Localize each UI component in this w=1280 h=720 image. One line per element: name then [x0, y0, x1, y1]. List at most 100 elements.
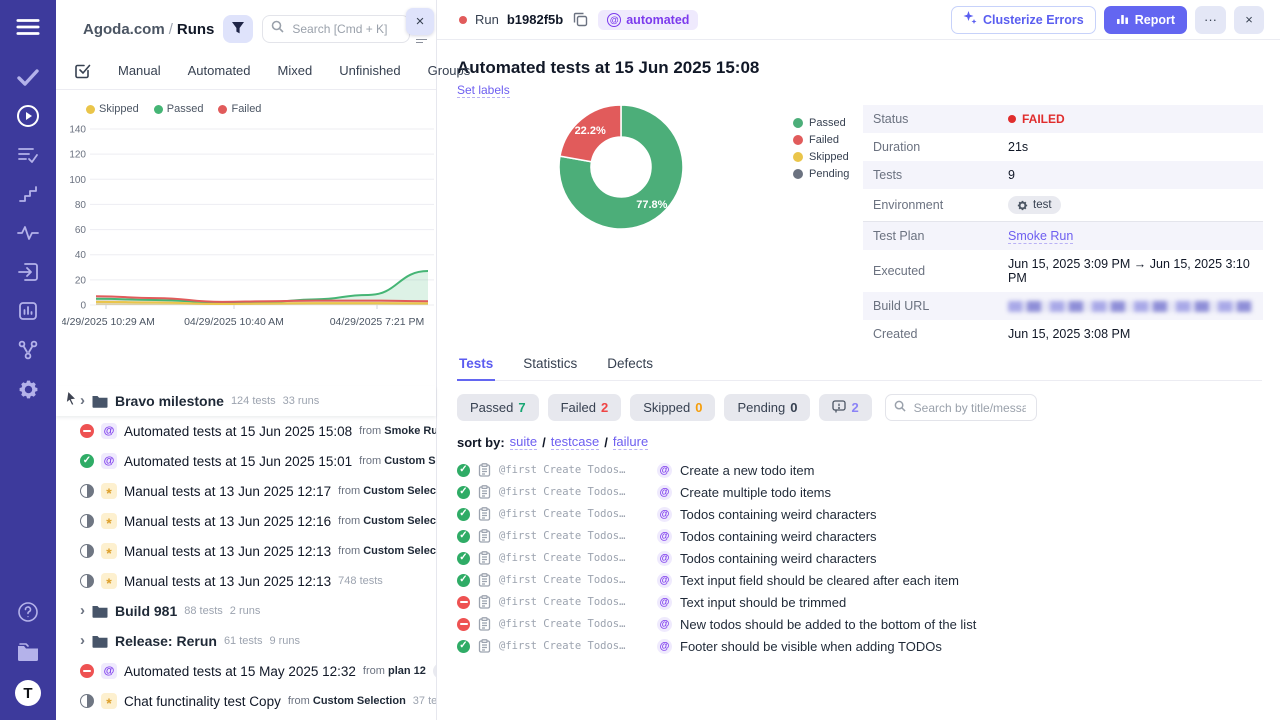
report-button[interactable]: Report: [1103, 5, 1187, 34]
run-list-item[interactable]: › Build 981 from 88 tests 2 runs: [56, 596, 436, 626]
tab-mixed[interactable]: Mixed: [277, 63, 313, 78]
sort-by-suite[interactable]: suite: [509, 434, 538, 450]
tab-statistics[interactable]: Statistics: [523, 356, 578, 371]
search-icon: [271, 20, 284, 38]
run-list-item[interactable]: › Automated tests at 15 Jun 2025 15:01 f…: [56, 446, 436, 476]
sort-by-failure[interactable]: failure: [612, 434, 649, 450]
testomat-logo[interactable]: T: [15, 680, 41, 706]
filter-skipped[interactable]: Skipped 0: [630, 394, 716, 421]
run-list-item[interactable]: › Release: Rerun from 61 tests 9 runs: [56, 626, 436, 656]
chevron-right-icon[interactable]: ›: [80, 601, 85, 619]
run-list-item[interactable]: › Bravo milestone from 124 tests 33 runs: [56, 386, 436, 416]
tab-manual[interactable]: Manual: [118, 63, 161, 78]
run-list-item[interactable]: › Manual tests at 13 Jun 2025 12:16 from…: [56, 506, 436, 536]
legend-label: Failed: [231, 103, 262, 115]
test-list-item[interactable]: @first Create Todos… @ Create a new todo…: [457, 459, 1262, 481]
test-list-item[interactable]: @first Create Todos… @ Todos containing …: [457, 525, 1262, 547]
panel-close-button[interactable]: ×: [406, 8, 434, 35]
detail-row-build-url: Build URL: [863, 292, 1263, 320]
menu-icon[interactable]: [16, 15, 40, 39]
test-list-item[interactable]: @first Create Todos… @ Todos containing …: [457, 503, 1262, 525]
projects-folder-icon[interactable]: [16, 640, 40, 664]
automated-icon: @: [657, 462, 672, 478]
steps-icon[interactable]: [16, 182, 40, 206]
chevron-right-icon[interactable]: ›: [80, 391, 85, 409]
pulse-icon[interactable]: [16, 221, 40, 245]
tab-unfinished[interactable]: Unfinished: [339, 63, 401, 78]
run-title: Manual tests at 13 Jun 2025 12:13: [124, 543, 332, 559]
svg-text:0: 0: [80, 301, 86, 312]
run-title: Manual tests at 13 Jun 2025 12:17: [124, 483, 332, 499]
runs-search-input[interactable]: [290, 21, 402, 37]
automated-icon: @: [657, 506, 672, 522]
automated-badge[interactable]: @ automated: [598, 9, 699, 30]
donut-legend-label: Failed: [809, 134, 839, 146]
test-cases-icon[interactable]: [16, 143, 40, 167]
more-button[interactable]: ···: [1195, 5, 1226, 34]
tab-automated[interactable]: Automated: [187, 63, 251, 78]
tests-search[interactable]: [884, 394, 1037, 421]
tab-defects[interactable]: Defects: [607, 356, 654, 371]
analytics-icon[interactable]: [16, 299, 40, 323]
detail-row-test-plan: Test Plan Smoke Run: [863, 221, 1263, 250]
tab-tests[interactable]: Tests: [457, 349, 496, 381]
test-list-item[interactable]: @first Create Todos… @ Text input field …: [457, 569, 1262, 591]
detail-row-tests: Tests 9: [863, 161, 1263, 189]
branch-icon[interactable]: [16, 338, 40, 362]
run-type-icon: [101, 543, 117, 559]
filter-pending[interactable]: Pending 0: [724, 394, 811, 421]
detail-row-executed: Executed Jun 15, 2025 3:09 PM → Jun 15, …: [873, 257, 1250, 285]
tasks-check-icon[interactable]: [16, 65, 40, 89]
run-list-item[interactable]: › Automated tests at 15 Jun 2025 15:08 f…: [56, 416, 436, 446]
run-status-dot: [459, 15, 467, 24]
test-status-icon: [457, 463, 470, 477]
run-list-item[interactable]: › Manual tests at 13 Jun 2025 12:13 from…: [56, 536, 436, 566]
donut-legend-dot: [793, 152, 803, 162]
filter-comments[interactable]: 2: [819, 394, 872, 421]
set-labels-link[interactable]: Set labels: [457, 83, 510, 98]
filter-button[interactable]: [223, 15, 254, 43]
test-list-item[interactable]: @first Create Todos… @ Todos containing …: [457, 547, 1262, 569]
run-type-icon: [101, 573, 117, 589]
filter-failed[interactable]: Failed 2: [547, 394, 622, 421]
clusterize-errors-button[interactable]: Clusterize Errors: [950, 5, 1096, 34]
clipboard-icon: [478, 463, 491, 477]
environment-badge[interactable]: test: [1008, 196, 1061, 214]
sort-by-testcase[interactable]: testcase: [550, 434, 600, 450]
test-list-item[interactable]: @first Create Todos… @ New todos should …: [457, 613, 1262, 635]
test-list-item[interactable]: @first Create Todos… @ Create multiple t…: [457, 481, 1262, 503]
test-list-item[interactable]: @first Create Todos… @ Text input should…: [457, 591, 1262, 613]
tab-groups[interactable]: Groups: [427, 63, 471, 78]
chevron-right-icon[interactable]: ›: [80, 631, 85, 649]
results-donut-chart: 77.8% 22.2%: [558, 104, 684, 230]
run-list-item[interactable]: › Manual tests at 13 Jun 2025 12:13 from…: [56, 566, 436, 596]
select-all-icon[interactable]: [75, 63, 91, 79]
close-run-button[interactable]: ×: [1234, 5, 1264, 34]
test-plan-link[interactable]: Smoke Run: [1008, 229, 1074, 244]
filter-passed[interactable]: Passed 7: [457, 394, 539, 421]
test-list-item[interactable]: @first Create Todos… @ Footer should be …: [457, 635, 1262, 657]
runs-play-icon[interactable]: [16, 104, 40, 128]
copy-icon[interactable]: [571, 12, 590, 27]
tests-search-input[interactable]: [911, 399, 1028, 416]
run-title: Build 981: [115, 603, 178, 619]
test-filters: Passed 7 Failed 2 Skipped 0 Pending 0 2: [457, 394, 1262, 421]
run-title: Manual tests at 13 Jun 2025 12:16: [124, 513, 332, 529]
automated-icon: @: [657, 550, 672, 566]
run-list-item[interactable]: › Automated tests at 15 May 2025 12:32 f…: [56, 656, 436, 686]
collapse-icon: [416, 37, 427, 45]
breadcrumb-project[interactable]: Agoda.com: [83, 20, 165, 38]
run-list-item[interactable]: › Manual tests at 13 Jun 2025 12:17 from…: [56, 476, 436, 506]
import-icon[interactable]: [16, 260, 40, 284]
help-icon[interactable]: [16, 600, 40, 624]
run-list-item[interactable]: › Chat functinality test Copy from Custo…: [56, 686, 436, 716]
legend-item: Failed: [218, 103, 261, 115]
run-status-icon: [80, 574, 94, 588]
settings-gear-icon[interactable]: [16, 377, 40, 401]
test-suite-path: @first Create Todos…: [499, 464, 626, 476]
donut-legend-item: Passed: [793, 117, 849, 129]
runs-search[interactable]: [262, 15, 411, 43]
legend-item: Passed: [153, 103, 203, 115]
run-status-icon: [80, 514, 94, 528]
test-title: Footer should be visible when adding TOD…: [680, 638, 942, 654]
